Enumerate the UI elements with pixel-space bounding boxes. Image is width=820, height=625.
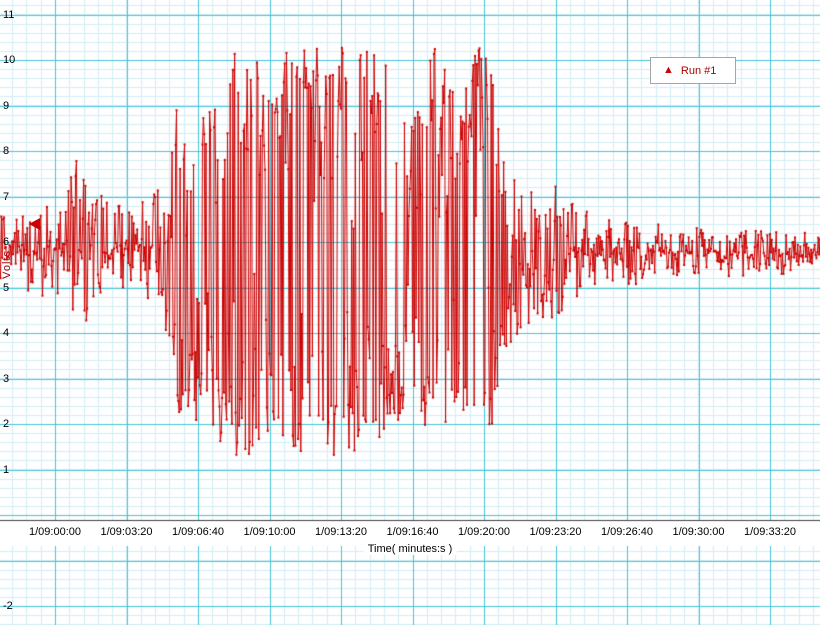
y-tick-label: 8 — [3, 145, 10, 157]
y-tick-label: -2 — [3, 600, 13, 612]
x-tick-label: 1/09:26:40 — [601, 526, 653, 538]
y-tick-label: 7 — [3, 190, 10, 203]
y-tick-label: 1 — [3, 463, 10, 476]
legend-label: Run #1 — [680, 64, 717, 77]
legend[interactable]: ▲ Run #1 — [650, 57, 736, 84]
x-tick-label: 1/09:03:20 — [100, 526, 153, 538]
y-axis-title: Volts — [1, 250, 13, 279]
x-tick-label: 1/09:10:00 — [243, 526, 296, 538]
x-tick-label: 1/09:13:20 — [315, 526, 367, 538]
y-tick-label: 2 — [3, 418, 10, 430]
x-tick-label: 1/09:06:40 — [172, 526, 224, 538]
y-tick-label: 6 — [3, 236, 10, 248]
y-tick-label: 10 — [3, 54, 16, 66]
y-tick-label: 9 — [3, 99, 10, 112]
channel-marker-icon[interactable] — [29, 217, 40, 230]
x-axis-title: Time( minutes:s ) — [363, 543, 457, 555]
x-tick-label: 1/09:16:40 — [386, 526, 439, 538]
y-tick-label: 3 — [3, 372, 10, 385]
x-tick-label: 1/09:33:20 — [744, 526, 796, 538]
y-tick-label: 4 — [3, 327, 10, 339]
legend-triangle-icon: ▲ — [663, 64, 674, 76]
x-tick-label: 1/09:23:20 — [529, 526, 582, 538]
y-tick-label: 5 — [3, 281, 10, 294]
x-tick-label: 1/09:20:00 — [458, 526, 510, 538]
x-tick-label: 1/09:00:00 — [29, 526, 81, 538]
y-tick-label: 11 — [3, 8, 15, 21]
x-tick-label: 1/09:30:00 — [672, 526, 725, 538]
